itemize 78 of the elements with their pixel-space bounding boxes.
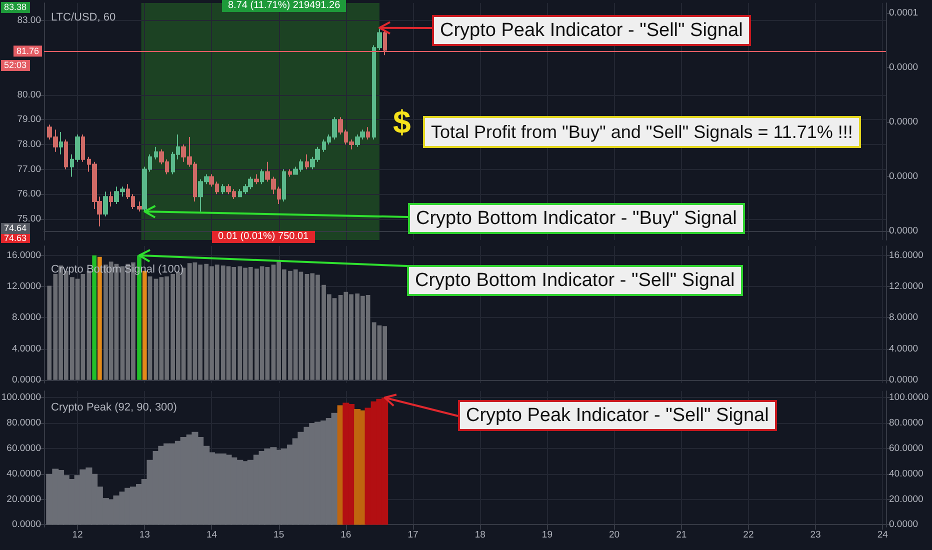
candlestick bbox=[254, 174, 259, 185]
y2-tick-label: 40.0000 bbox=[889, 468, 924, 480]
y2-tick-label: 0.0000 bbox=[889, 225, 918, 236]
candlestick bbox=[260, 168, 264, 185]
annotation: 8.74 (11.71%) 219491.26 bbox=[222, 0, 346, 12]
y-tick-label: 0.0000 bbox=[12, 519, 41, 530]
x-tick-label: 18 bbox=[474, 530, 486, 540]
y2-tick-label: 0.0000 bbox=[889, 519, 918, 530]
y2-tick-label: 0.0000 bbox=[889, 62, 918, 74]
y2-tick-label: 0.0000 bbox=[889, 170, 918, 182]
x-tick-label: 16 bbox=[340, 530, 352, 540]
y-tick-label: 0.0000 bbox=[12, 374, 41, 386]
x-tick-label: 24 bbox=[877, 530, 888, 540]
annotation: Crypto Bottom Indicator - "Buy" Signal bbox=[408, 203, 745, 234]
x-tick-label: 15 bbox=[274, 530, 284, 540]
candlestick bbox=[64, 138, 68, 170]
x-tick-label: 19 bbox=[542, 530, 552, 540]
y-tick-label: 4.0000 bbox=[12, 343, 41, 354]
x-tick-label: 13 bbox=[139, 530, 150, 540]
text: 74.63 bbox=[1, 233, 30, 243]
y-tick-label: 8.0000 bbox=[12, 312, 41, 324]
y-tick-label: 40.0000 bbox=[6, 468, 41, 480]
candlestick bbox=[137, 201, 142, 212]
y2-tick-label: 0.0000 bbox=[889, 116, 918, 128]
y-tick-label: 80.0000 bbox=[6, 418, 41, 429]
candlestick bbox=[221, 184, 225, 195]
text: Crypto Peak (92, 90, 300) bbox=[51, 402, 177, 414]
y2-tick-label: 12.0000 bbox=[889, 280, 924, 292]
candlestick bbox=[288, 168, 292, 178]
x-tick-label: 22 bbox=[743, 530, 754, 540]
annotation: Crypto Peak Indicator - "Sell" Signal bbox=[458, 400, 777, 431]
annotation: Crypto Peak Indicator - "Sell" Signal bbox=[432, 15, 751, 46]
candlestick bbox=[109, 191, 113, 207]
y2-tick-label: 0.0001 bbox=[889, 8, 918, 19]
x-tick-label: 14 bbox=[206, 530, 218, 540]
bar bbox=[148, 276, 152, 380]
candlestick bbox=[103, 191, 108, 217]
text: LTC/USD, 60 bbox=[51, 12, 116, 24]
candlestick bbox=[154, 146, 158, 160]
y2-tick-label: 0.0000 bbox=[889, 374, 918, 386]
y-tick-label: 75.00 bbox=[17, 213, 41, 224]
annotation: Crypto Bottom Indicator - "Sell" Signal bbox=[407, 265, 743, 296]
y-tick-label: 78.00 bbox=[17, 138, 41, 150]
y-tick-label: 80.00 bbox=[17, 89, 41, 100]
annotation: Total Profit from "Buy" and "Sell" Signals = 11.71% !!! bbox=[423, 116, 861, 148]
x-tick-label: 12 bbox=[72, 530, 83, 540]
candlestick bbox=[366, 126, 370, 140]
x-tick-label: 20 bbox=[608, 530, 620, 540]
ref-line-label: 81.76 bbox=[16, 46, 39, 56]
y2-tick-label: 8.0000 bbox=[889, 312, 918, 324]
y-tick-label: 60.0000 bbox=[6, 442, 41, 454]
y-tick-label: 16.0000 bbox=[6, 250, 41, 261]
y2-tick-label: 80.0000 bbox=[889, 418, 924, 429]
y-tick-label: 79.00 bbox=[17, 114, 41, 126]
y2-tick-label: 60.0000 bbox=[889, 442, 924, 454]
y2-tick-label: 100.0000 bbox=[889, 392, 929, 404]
x-tick-label: 17 bbox=[408, 530, 418, 540]
annotation: 0.01 (0.01%) 750.01 bbox=[212, 231, 315, 243]
annotation: $ bbox=[393, 104, 411, 140]
x-tick-label: 21 bbox=[676, 530, 687, 540]
y-tick-label: 76.00 bbox=[17, 188, 41, 200]
y-tick-label: 20.0000 bbox=[6, 494, 41, 505]
text: 74.64 bbox=[1, 223, 30, 234]
text: 83.38 bbox=[1, 2, 30, 13]
y-tick-label: 12.0000 bbox=[6, 280, 41, 292]
y-tick-label: 77.00 bbox=[17, 164, 41, 175]
candlestick bbox=[59, 132, 63, 155]
candlestick bbox=[383, 30, 387, 56]
y2-tick-label: 4.0000 bbox=[889, 343, 918, 354]
x-tick-label: 23 bbox=[810, 530, 821, 540]
y-tick-label: 100.0000 bbox=[1, 392, 41, 404]
y2-tick-label: 20.0000 bbox=[889, 494, 924, 505]
y2-tick-label: 16.0000 bbox=[889, 250, 924, 261]
text: 52:03 bbox=[1, 60, 30, 71]
candlestick bbox=[305, 154, 309, 170]
y-tick-label: 83.00 bbox=[17, 14, 41, 26]
candlestick bbox=[282, 168, 286, 202]
candlestick bbox=[81, 134, 85, 162]
